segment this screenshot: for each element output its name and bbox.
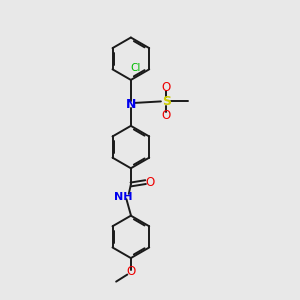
Text: O: O [161, 81, 170, 94]
Text: O: O [146, 176, 155, 189]
Text: O: O [161, 109, 170, 122]
Text: Cl: Cl [130, 63, 141, 73]
Text: N: N [126, 98, 136, 111]
Text: NH: NH [114, 192, 133, 202]
Text: S: S [162, 95, 171, 108]
Text: O: O [126, 265, 136, 278]
